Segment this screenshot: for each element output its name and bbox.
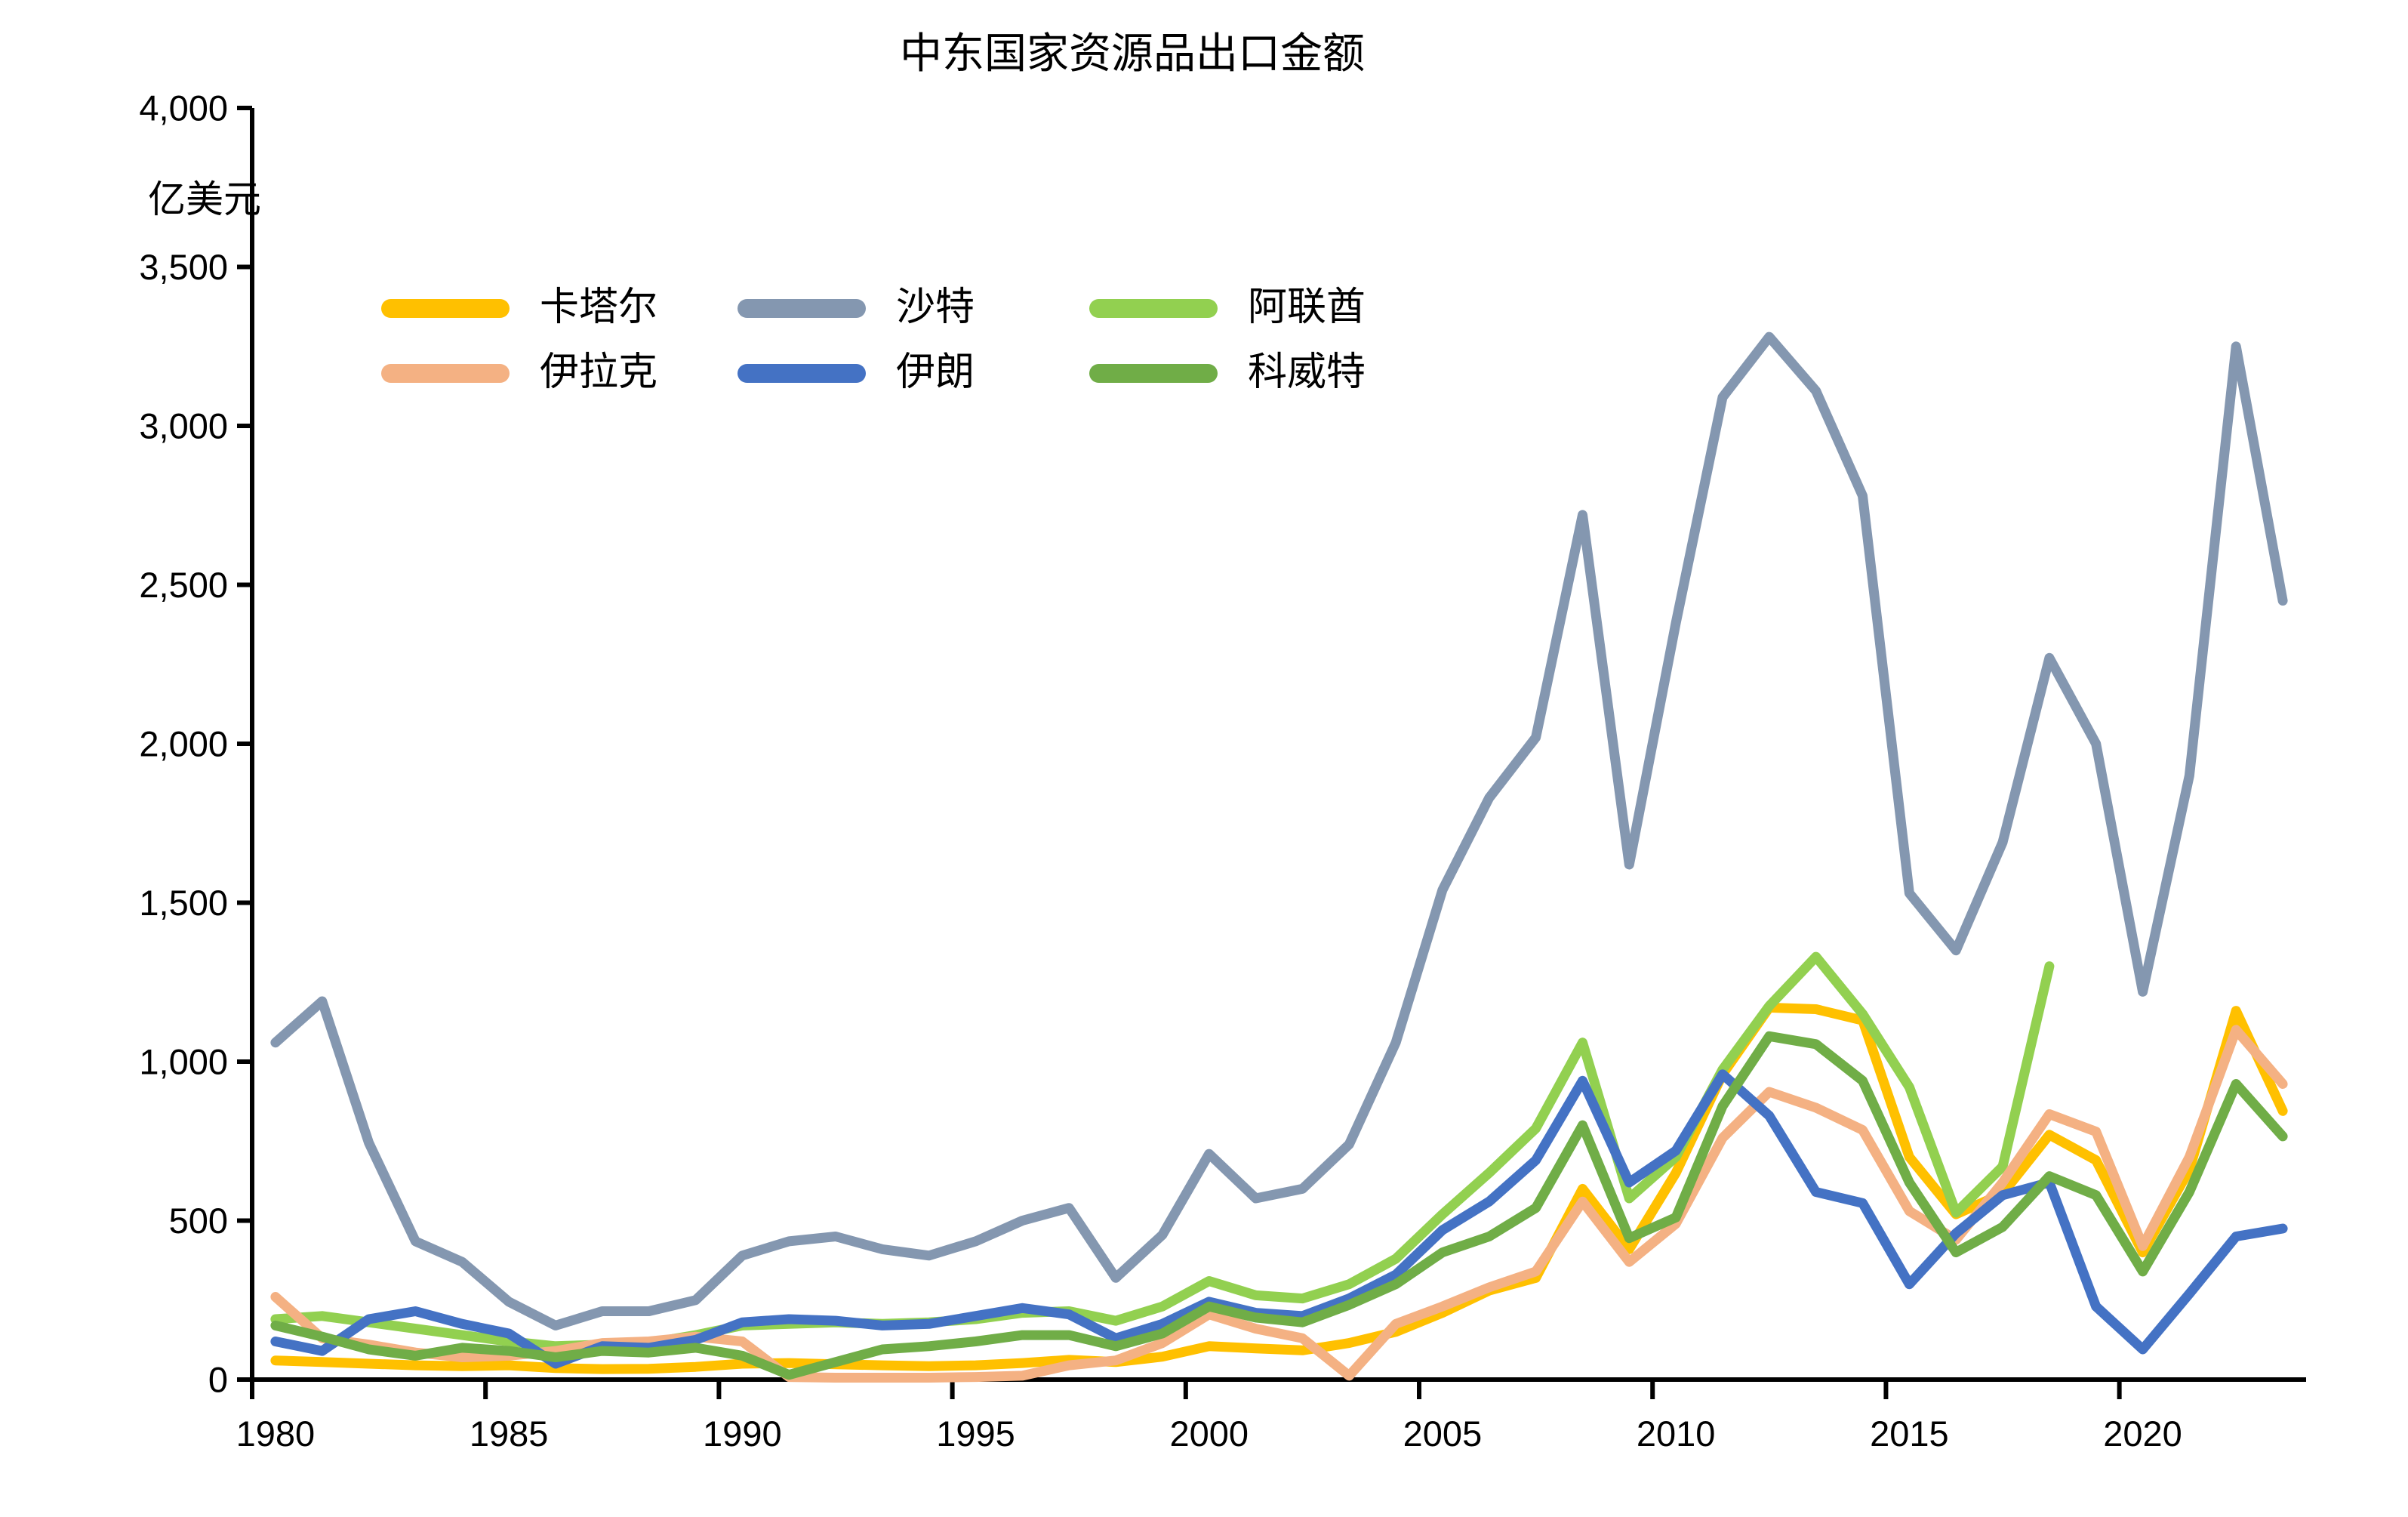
series-line-kuwait: [270, 1031, 2288, 1380]
series-line-saudi: [270, 331, 2288, 1330]
x-tick-label: 1995: [936, 1414, 1015, 1454]
y-tick-label: 2,000: [139, 724, 228, 764]
legend-item-uae: 阿联酋: [1089, 288, 1366, 328]
x-tick-label: 2015: [1870, 1414, 1949, 1454]
x-tick-label: 2020: [2103, 1414, 2182, 1454]
y-tick-label: 500: [169, 1201, 228, 1241]
x-tick-label: 1990: [703, 1414, 782, 1454]
x-tick-label: 2005: [1403, 1414, 1483, 1454]
y-tick-label: 1,500: [139, 883, 228, 923]
legend: 卡塔尔 沙特 阿联酋伊拉克 伊朗 科威特: [381, 288, 1366, 393]
legend-label-uae: 阿联酋: [1248, 286, 1366, 329]
legend-swatch-iraq: [381, 363, 510, 383]
y-tick-label: 2,500: [139, 565, 228, 605]
series-line-iraq: [270, 1025, 2288, 1383]
legend-swatch-uae: [1089, 298, 1218, 318]
legend-item-saudi: 沙特: [737, 288, 1089, 328]
legend-item-kuwait: 科威特: [1089, 353, 1366, 393]
legend-swatch-kuwait: [1089, 363, 1218, 383]
legend-item-iraq: 伊拉克: [381, 353, 737, 393]
series-line-uae: [270, 951, 2055, 1352]
y-tick-label: 3,500: [139, 247, 228, 287]
legend-item-qatar: 卡塔尔: [381, 288, 737, 328]
legend-label-iran: 伊朗: [896, 351, 975, 394]
x-tick-label: 1980: [236, 1414, 316, 1454]
y-tick-label: 1,000: [139, 1042, 228, 1082]
legend-swatch-qatar: [381, 298, 510, 318]
x-tick-label: 2010: [1637, 1414, 1716, 1454]
y-tick-label: 0: [208, 1360, 228, 1400]
y-tick-label: 3,000: [139, 406, 228, 446]
legend-label-kuwait: 科威特: [1248, 351, 1366, 394]
legend-label-qatar: 卡塔尔: [540, 286, 658, 329]
legend-swatch-saudi: [737, 298, 866, 318]
y-axis-unit-label: 亿美元: [148, 178, 261, 220]
x-tick-label: 2000: [1169, 1414, 1249, 1454]
legend-swatch-iran: [737, 363, 866, 383]
legend-item-iran: 伊朗: [737, 353, 1089, 393]
y-tick-label: 4,000: [139, 88, 228, 128]
chart-title: 中东国家资源品出口金额: [900, 31, 1365, 78]
legend-label-saudi: 沙特: [896, 286, 975, 329]
legend-label-iraq: 伊拉克: [540, 351, 658, 394]
x-tick-label: 1985: [470, 1414, 549, 1454]
